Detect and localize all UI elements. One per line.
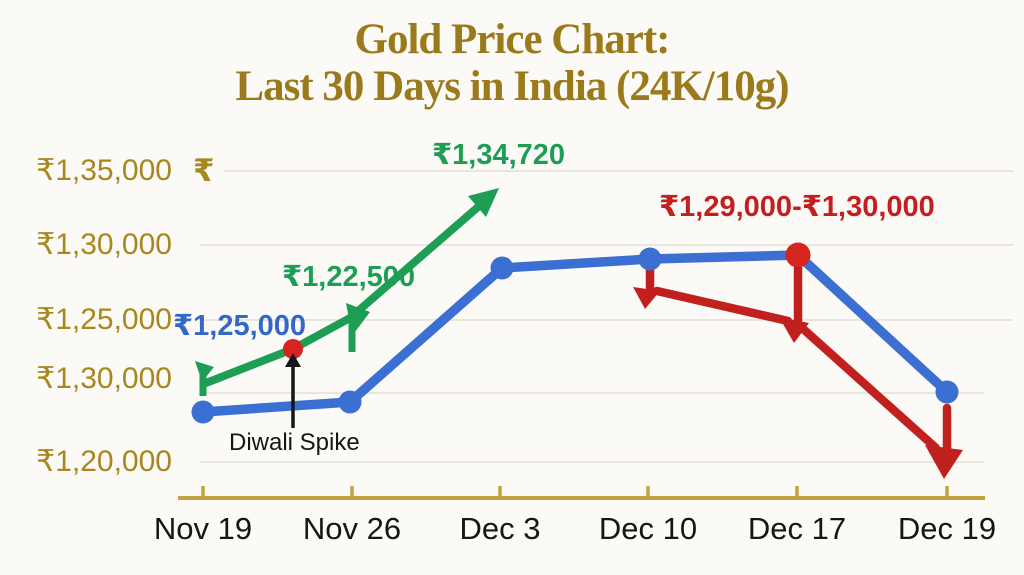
blue-point-dec3 xyxy=(490,256,514,280)
chart-title-line2: Last 30 Days in India (24K/10g) xyxy=(235,63,789,110)
diwali-spike-red-dot xyxy=(283,339,303,359)
data-point-markers xyxy=(191,242,959,424)
x-axis-tick-label: Dec 3 xyxy=(459,511,541,546)
blue-point-nov26 xyxy=(338,390,362,414)
x-axis-tick-label: Nov 19 xyxy=(153,511,253,546)
red-decline-segment-2 xyxy=(796,322,941,453)
rupee-symbol: ₹ xyxy=(193,153,215,188)
annotation-green-mid-price: ₹1,22,500 xyxy=(282,261,416,293)
gridlines xyxy=(200,170,1014,463)
red-point-dec17 xyxy=(785,242,811,268)
y-axis-tick-label: ₹1,35,000 xyxy=(36,154,172,187)
x-axis-tick-label: Dec 19 xyxy=(897,511,997,546)
red-decline-arrows xyxy=(633,261,963,479)
black-up-arrowhead xyxy=(285,353,301,367)
blue-point-dec10 xyxy=(638,247,662,271)
blue-point-nov19 xyxy=(191,400,215,424)
chart-title-line1: Gold Price Chart: xyxy=(354,16,671,63)
chart-title: Gold Price Chart: Last 30 Days in India … xyxy=(0,16,1024,110)
annotation-diwali-spike: Diwali Spike xyxy=(229,429,360,456)
x-axis-tick-label: Dec 10 xyxy=(598,511,698,546)
x-axis-tick-label: Nov 26 xyxy=(302,511,402,546)
green-up-arrowhead-nov19 xyxy=(195,361,214,382)
annotation-red-price-range: ₹1,29,000-₹1,30,000 xyxy=(659,191,935,223)
red-down-arrowhead-dec19 xyxy=(925,445,963,479)
x-axis-tick-label: Dec 17 xyxy=(747,511,847,546)
green-trend-line xyxy=(195,188,499,396)
y-axis-tick-label: ₹1,30,000 xyxy=(36,362,172,395)
y-axis-tick-label: ₹1,25,000 xyxy=(36,303,172,336)
blue-point-dec19 xyxy=(935,380,959,404)
green-up-arrowhead-nov26 xyxy=(346,303,370,336)
green-up-arrowhead-peak xyxy=(468,188,499,217)
x-axis xyxy=(178,486,985,500)
blue-price-line xyxy=(198,250,952,417)
diwali-annotation-arrow xyxy=(285,353,301,428)
red-decline-segment-1 xyxy=(652,286,793,326)
y-axis-tick-label: ₹1,30,000 xyxy=(36,228,172,261)
annotation-blue-price-level: ₹1,25,000 xyxy=(173,310,307,342)
y-axis-tick-label: ₹1,20,000 xyxy=(36,445,172,478)
annotation-peak-price: ₹1,34,720 xyxy=(432,139,566,171)
